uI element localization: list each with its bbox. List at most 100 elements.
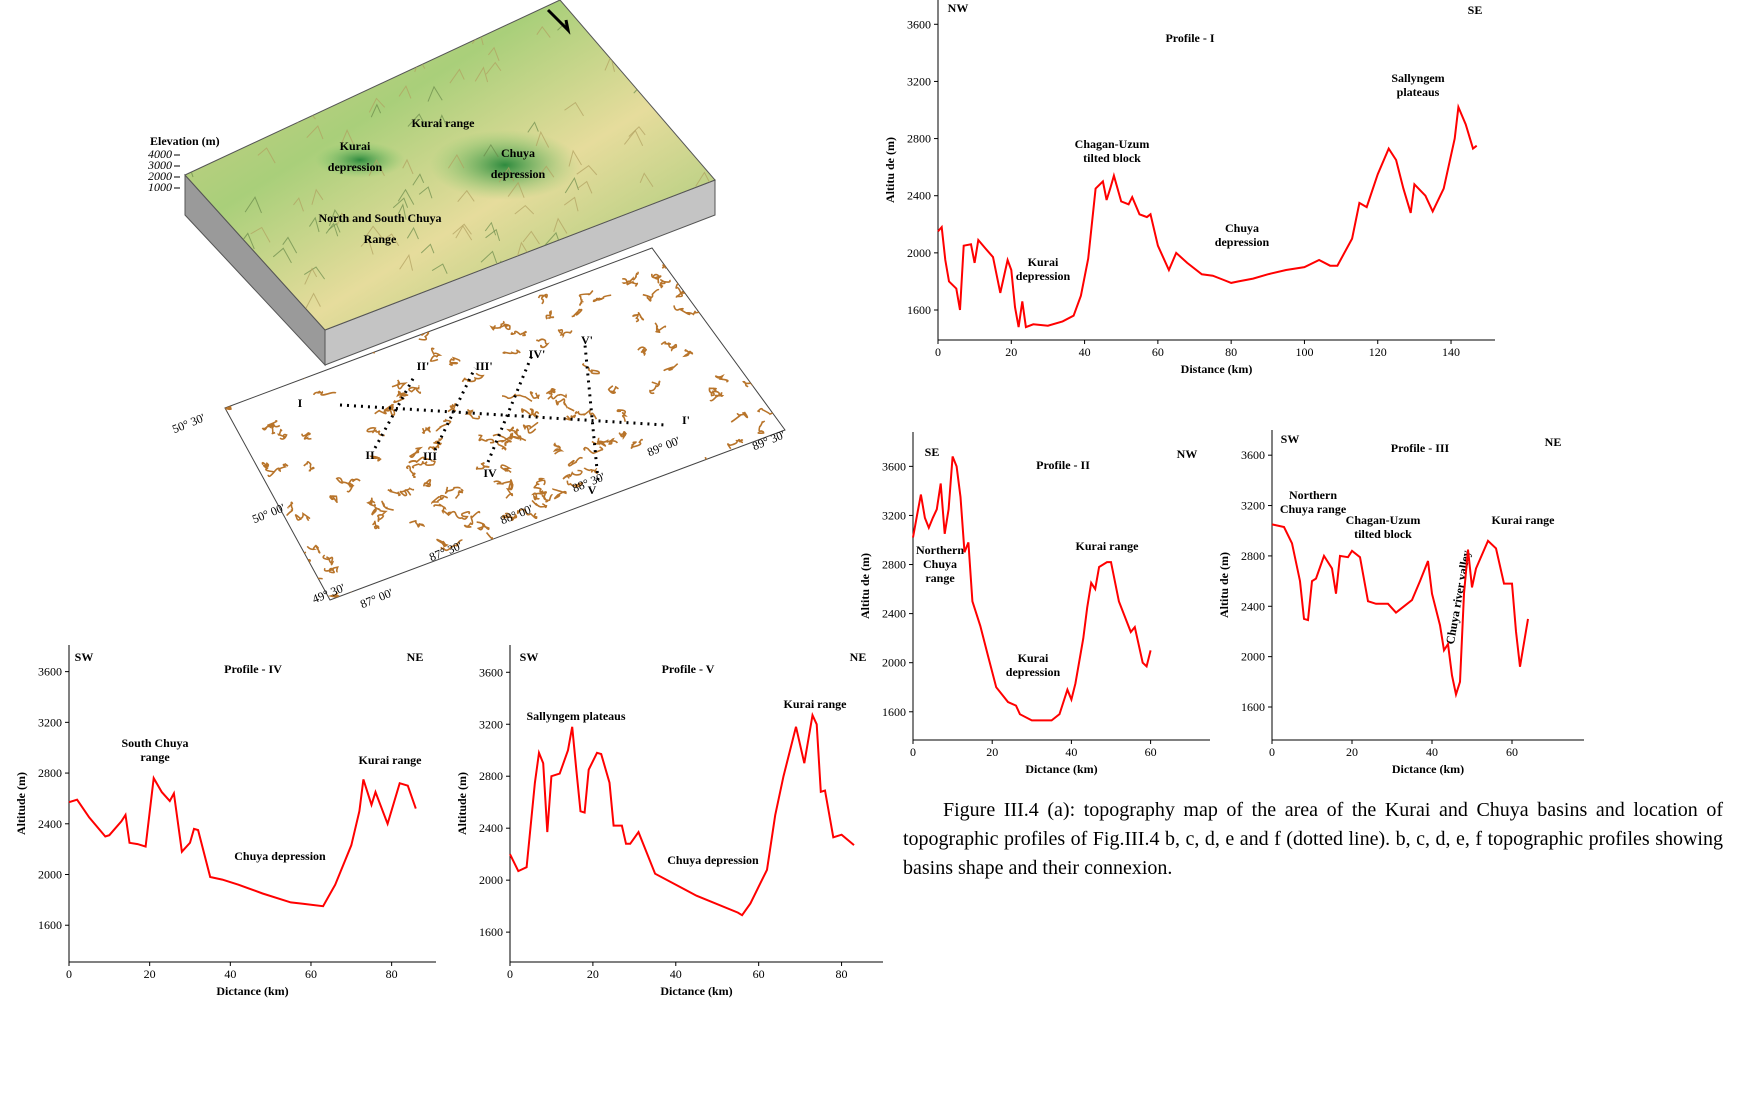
contour-line xyxy=(607,385,619,394)
contour-line xyxy=(727,438,744,450)
annotation-line: Chagan-Uzum xyxy=(1346,513,1421,527)
contour-line xyxy=(670,589,695,599)
terrain-ridge xyxy=(483,143,499,158)
contour-line xyxy=(732,334,742,342)
direction-label: SW xyxy=(75,650,94,664)
contour-line xyxy=(649,380,661,395)
contour-line xyxy=(663,363,679,372)
terrain-ridge xyxy=(273,58,290,73)
contour-line xyxy=(740,309,753,321)
contour-line xyxy=(522,421,539,434)
contour-line xyxy=(335,477,354,493)
contour-line xyxy=(708,387,717,397)
contour-line xyxy=(225,486,240,498)
contour-line xyxy=(256,330,266,343)
contour-line xyxy=(714,373,729,383)
contour-line xyxy=(499,323,511,331)
caption: Figure III.4 (a): topography map of the … xyxy=(903,799,1723,879)
annotation: Chuya depression xyxy=(1215,221,1270,249)
contour-line xyxy=(562,469,583,480)
contour-line xyxy=(516,508,538,520)
y-tick-label: 2400 xyxy=(1241,599,1265,613)
contour-line xyxy=(501,512,518,522)
terrain-ridge xyxy=(207,78,220,93)
contour-line xyxy=(637,488,653,499)
annotation-line: Sallyngem plateaus xyxy=(526,709,625,723)
annotation: Chuya depression xyxy=(234,849,326,863)
contour-line xyxy=(757,536,772,546)
contour-line xyxy=(323,566,339,574)
direction-label: SE xyxy=(1468,3,1483,17)
contour-line xyxy=(757,290,782,299)
y-tick-label: 3200 xyxy=(907,74,931,88)
y-tick-label: 2000 xyxy=(1241,650,1265,664)
terrain-ridge xyxy=(522,230,540,245)
contour-line xyxy=(682,278,695,286)
terrain-ridge xyxy=(633,15,647,30)
terrain-ridge xyxy=(651,34,668,49)
annotation: Kurai range xyxy=(784,697,848,711)
contour-line xyxy=(228,552,252,560)
y-tick-label: 2000 xyxy=(38,868,62,882)
terrain-ridge xyxy=(535,130,550,148)
terrain-ridge xyxy=(696,19,708,37)
terrain-ridge xyxy=(717,4,730,19)
terrain-ridge xyxy=(397,203,407,220)
terrain-ridge xyxy=(568,149,582,167)
terrain-ridge xyxy=(360,237,374,255)
terrain-ridge xyxy=(195,151,210,165)
contour-line xyxy=(409,519,426,528)
direction-label: NE xyxy=(407,650,424,664)
contour-line xyxy=(225,462,239,480)
x-tick-label: 60 xyxy=(1145,745,1157,759)
profile-label: III xyxy=(423,449,437,463)
contour-line xyxy=(478,434,495,444)
terrain-ridge xyxy=(306,125,324,140)
map-label: North and South Chuya Range xyxy=(318,211,441,246)
y-tick-label: 2800 xyxy=(882,558,906,572)
x-tick-label: 80 xyxy=(836,967,848,981)
contour-line xyxy=(448,510,471,520)
annotation-line: tilted block xyxy=(1354,527,1412,541)
terrain-ridge xyxy=(233,6,250,18)
y-tick-label: 2400 xyxy=(38,817,62,831)
contour-line xyxy=(303,461,315,472)
direction-label: NE xyxy=(1545,435,1562,449)
contour-line xyxy=(536,338,550,349)
contour-line xyxy=(549,587,571,600)
contour-line xyxy=(578,290,594,306)
contour-line xyxy=(717,589,744,597)
terrain-ridge xyxy=(427,85,443,102)
contour-line xyxy=(225,405,232,412)
annotation-line: depression xyxy=(1016,269,1071,283)
y-tick-label: 2000 xyxy=(907,246,931,260)
map-label-line: depression xyxy=(328,160,383,174)
terrain-ridge xyxy=(536,26,551,38)
chart-title: Profile - III xyxy=(1391,441,1450,455)
contour-line xyxy=(535,547,550,557)
contour-line xyxy=(261,461,275,473)
y-tick-label: 2800 xyxy=(479,769,503,783)
chart-title: Profile - I xyxy=(1165,31,1214,45)
x-axis-label: Dictance (km) xyxy=(1392,762,1464,776)
contour-line xyxy=(577,527,590,543)
y-tick-label: 3200 xyxy=(1241,499,1265,513)
direction-label: NW xyxy=(948,1,969,15)
contour-line xyxy=(770,540,781,553)
terrain-ridge xyxy=(482,0,495,12)
x-tick-label: 40 xyxy=(1426,745,1438,759)
terrain-ridge xyxy=(431,263,448,274)
annotation-line: Chuya xyxy=(1225,221,1259,235)
y-tick-label: 3200 xyxy=(38,715,62,729)
profile-curve xyxy=(509,711,855,917)
annotation: Kurai range xyxy=(1076,539,1140,553)
contour-line xyxy=(545,310,555,320)
contour-line xyxy=(651,273,662,284)
terrain-ridge xyxy=(418,186,433,199)
annotation: Kurai range xyxy=(1492,513,1556,527)
contour-line xyxy=(742,472,753,481)
terrain-ridge xyxy=(219,112,234,126)
legend-tick: 1000 xyxy=(148,180,172,194)
contour-line xyxy=(444,486,461,494)
